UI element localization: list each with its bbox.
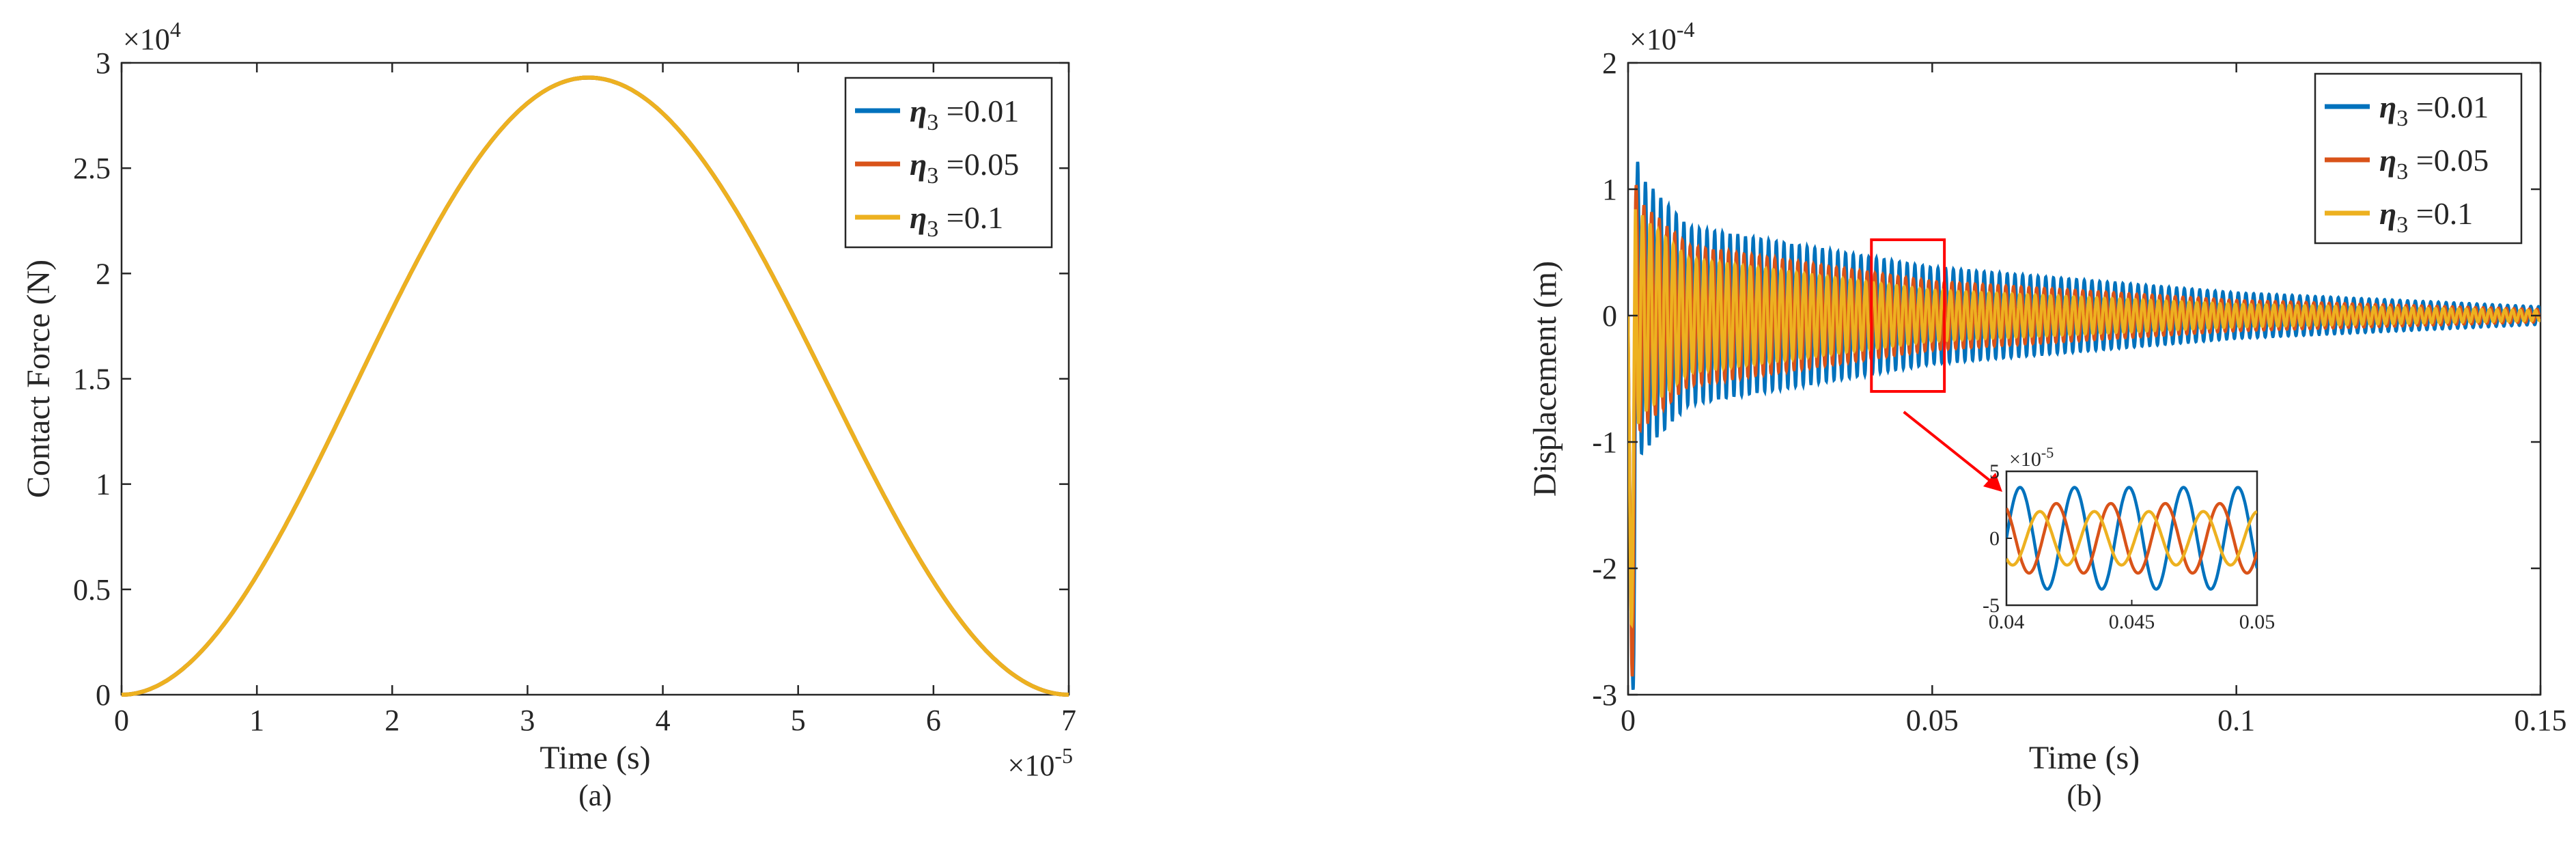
x-tick-label-b: 0.15: [2515, 704, 2567, 737]
x-axis-label-a: Time (s): [540, 740, 650, 776]
inset-y-tick-label: 5: [1989, 460, 2000, 483]
inset-x-tick-label: 0.045: [2109, 611, 2155, 633]
inset-y-tick-label: 0: [1989, 527, 2000, 550]
y-tick-label-a: 2: [96, 257, 111, 290]
y-tick-label-a: 0: [96, 678, 111, 712]
x-tick-label-a: 4: [656, 704, 671, 737]
legend-entry-a: η3 =0.01: [910, 94, 1019, 135]
y-tick-label-a: 0.5: [73, 573, 111, 607]
series-line-a-2: [121, 75, 1069, 697]
zoom-arrow: [1903, 411, 1997, 486]
y-tick-label-b: 0: [1602, 299, 1617, 333]
y-tick-label-a: 3: [96, 46, 111, 80]
inset-x-tick-label: 0.05: [2239, 611, 2276, 633]
x-tick-label-a: 7: [1061, 704, 1076, 737]
panel-label-b: (b): [2067, 779, 2101, 812]
x-exponent-a: ×10-5: [1008, 743, 1073, 782]
y-tick-label-a: 1: [96, 468, 111, 501]
y-tick-label-b: -3: [1592, 678, 1617, 712]
x-tick-label-a: 1: [249, 704, 264, 737]
y-tick-label-b: 1: [1602, 173, 1617, 206]
legend-entry-a: η3 =0.1: [910, 200, 1003, 242]
zoom-box: [1870, 238, 1946, 393]
chart-b: 0 0.05 0.1 0.15 -3 -2 -1 0 1 2 ×10-4 Time (s) Displa…: [1527, 17, 2567, 812]
x-tick-label-a: 6: [926, 704, 941, 737]
legend-entry-b: η3 =0.01: [2379, 89, 2489, 131]
x-tick-label-b: 0: [1621, 704, 1636, 737]
legend-entry-b: η3 =0.1: [2379, 196, 2473, 238]
x-tick-label-a: 5: [791, 704, 806, 737]
inset-series-line-2: [2006, 510, 2257, 567]
legend-entry-b: η3 =0.05: [2379, 143, 2489, 184]
legend-entry-a: η3 =0.05: [910, 147, 1019, 189]
y-tick-label-b: 2: [1602, 46, 1617, 80]
series-line-b-1: [1628, 184, 2540, 677]
y-tick-label-b: -2: [1592, 552, 1617, 585]
y-tick-label-a: 2.5: [73, 152, 111, 185]
inset-chart: 0.04 0.045 0.05 -5 0 5 ×10-5: [1983, 444, 2275, 633]
inset-y-exponent: ×10-5: [2009, 444, 2054, 471]
y-axis-label-a: Contact Force (N): [20, 260, 57, 498]
x-tick-label-b: 0.05: [1906, 704, 1959, 737]
inset-y-tick-label: -5: [1983, 594, 2000, 617]
inset-x-tick-label: 0.04: [1989, 611, 2025, 633]
series-line-b-2: [1628, 209, 2540, 629]
y-exponent-b: ×10-4: [1629, 17, 1694, 56]
y-axis-label-b: Displacement (m): [1527, 261, 1563, 497]
x-tick-label-a: 3: [520, 704, 535, 737]
y-exponent-a: ×104: [123, 17, 181, 56]
y-tick-label-b: -1: [1592, 426, 1617, 459]
y-tick-label-a: 1.5: [73, 363, 111, 396]
x-tick-label-b: 0.1: [2217, 704, 2255, 737]
x-tick-label-a: 2: [384, 704, 400, 737]
panel-label-a: (a): [578, 779, 612, 812]
x-axis-label-b: Time (s): [2029, 740, 2140, 776]
inset-series-line-0: [2006, 486, 2257, 591]
inset-series-line-1: [2006, 501, 2257, 575]
zoom-arrowhead: [1983, 473, 2002, 492]
x-tick-label-a: 0: [114, 704, 129, 737]
chart-a: 0 1 2 3 4 5 6 7 0 0.5 1 1.5 2 2.5 3 ×104 ×10-5 Time (s) Co…: [20, 17, 1076, 812]
series-line-b-0: [1628, 161, 2540, 690]
